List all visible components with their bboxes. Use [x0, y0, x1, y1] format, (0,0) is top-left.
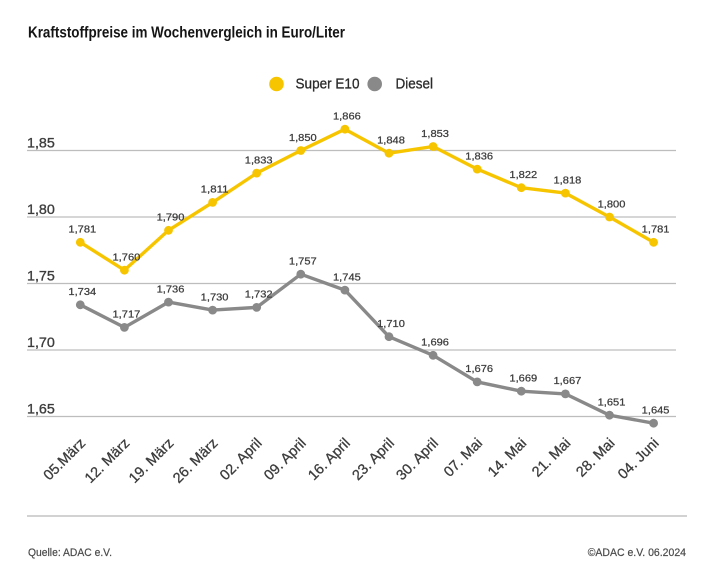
svg-text:1,848: 1,848 [377, 136, 405, 147]
svg-text:1,70: 1,70 [27, 334, 55, 350]
svg-text:1,80: 1,80 [27, 201, 55, 217]
svg-text:1,669: 1,669 [509, 374, 537, 385]
svg-text:1,732: 1,732 [245, 290, 273, 301]
svg-text:Kraftstoffpreise im Wochenverg: Kraftstoffpreise im Wochenvergleich in E… [28, 24, 345, 41]
svg-text:1,734: 1,734 [68, 287, 96, 298]
svg-text:1,730: 1,730 [201, 292, 229, 303]
svg-text:1,790: 1,790 [157, 213, 185, 224]
svg-text:1,645: 1,645 [642, 406, 670, 417]
svg-text:1,85: 1,85 [27, 134, 55, 150]
svg-text:1,850: 1,850 [289, 133, 317, 144]
svg-text:1,676: 1,676 [465, 364, 493, 375]
svg-text:1,818: 1,818 [554, 175, 582, 186]
svg-text:1,696: 1,696 [421, 338, 449, 349]
svg-text:1,833: 1,833 [245, 155, 273, 166]
svg-text:1,822: 1,822 [509, 170, 537, 181]
svg-text:Super E10: Super E10 [296, 76, 360, 93]
svg-text:1,836: 1,836 [465, 151, 493, 162]
svg-text:1,75: 1,75 [27, 267, 55, 283]
svg-text:1,811: 1,811 [201, 185, 229, 196]
svg-text:1,853: 1,853 [421, 129, 449, 140]
svg-text:1,710: 1,710 [377, 319, 405, 330]
svg-text:1,65: 1,65 [27, 400, 55, 416]
svg-text:1,781: 1,781 [68, 225, 96, 236]
svg-text:1,667: 1,667 [554, 376, 582, 387]
svg-text:1,757: 1,757 [289, 257, 317, 268]
svg-text:1,760: 1,760 [113, 253, 141, 264]
svg-text:©ADAC e.V. 06.2024: ©ADAC e.V. 06.2024 [588, 547, 686, 559]
svg-text:1,745: 1,745 [333, 272, 361, 283]
svg-text:1,717: 1,717 [113, 310, 141, 321]
svg-text:1,781: 1,781 [642, 225, 670, 236]
svg-text:Diesel: Diesel [396, 76, 434, 93]
svg-text:1,866: 1,866 [333, 112, 361, 123]
svg-text:Quelle: ADAC e.V.: Quelle: ADAC e.V. [28, 547, 112, 559]
svg-text:1,800: 1,800 [598, 199, 626, 210]
svg-text:1,651: 1,651 [598, 398, 626, 409]
svg-text:1,736: 1,736 [157, 284, 185, 295]
